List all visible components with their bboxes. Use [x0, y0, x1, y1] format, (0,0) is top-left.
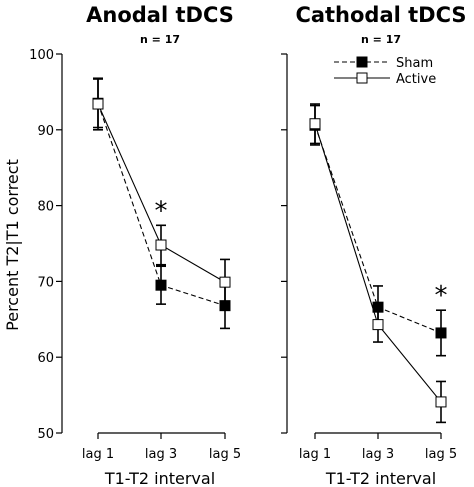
panel-2-x-tick-label: lag 1: [299, 447, 331, 462]
panel-2-significance-marker: *: [435, 281, 448, 311]
panel-1-active-point: [219, 276, 231, 288]
panel-1-subtitle: n = 17: [140, 33, 180, 46]
panel-2-x-tick-label: lag 3: [362, 447, 394, 462]
panel-1-y-tick-label: 100: [29, 48, 54, 63]
panel-2-x-tick-label: lag 5: [425, 447, 457, 462]
panel-1-active-point: [92, 98, 104, 110]
panel-1-y-tick-label: 70: [37, 275, 54, 290]
panel-1-y-tick-label: 90: [37, 124, 54, 139]
panel-2-x-axis-label: T1-T2 interval: [325, 469, 436, 487]
panel-2-active-line: [314, 123, 442, 403]
legend-item-active-label: Active: [396, 72, 436, 87]
panel-1: Anodal tDCS n = 17 50 60 70 80 90 100 lag 1 lag 3…: [29, 3, 241, 487]
panel-2: Cathodal tDCS n = 17 lag 1 lag 3 lag 5 T1-T2 …: [281, 3, 467, 487]
panel-2-subtitle: n = 17: [361, 33, 401, 46]
panel-2-sham-point: [372, 301, 384, 313]
y-axis-label: Percent T2|T1 correct: [3, 159, 22, 331]
panel-1-active-point: [155, 239, 167, 251]
panel-1-x-tick-label: lag 3: [145, 447, 177, 462]
panel-1-x-tick-label: lag 5: [209, 447, 241, 462]
panel-2-active-point: [309, 118, 321, 130]
panels: Anodal tDCS n = 17 50 60 70 80 90 100 lag 1 lag 3…: [29, 3, 466, 487]
panel-1-significance-marker: *: [155, 196, 168, 226]
legend-item-sham-label: Sham: [396, 56, 433, 71]
panel-1-x-axis-label: T1-T2 interval: [104, 469, 215, 487]
panel-2-sham-point: [435, 327, 447, 339]
panel-1-x-tick-label: lag 1: [82, 447, 114, 462]
panel-1-y-tick-label: 80: [37, 200, 54, 215]
panel-1-sham-point: [219, 300, 231, 312]
panel-1-title: Anodal tDCS: [86, 3, 234, 27]
panel-1-y-tick-label: 50: [37, 427, 54, 442]
panel-1-sham-point: [155, 279, 167, 291]
panel-2-active-point: [435, 396, 447, 408]
panel-2-active-point: [372, 319, 384, 331]
legend-item-sham-marker: [356, 56, 368, 68]
panel-1-y-tick-label: 60: [37, 351, 54, 366]
legend-item-active-marker: [356, 72, 368, 84]
panel-2-title: Cathodal tDCS: [295, 3, 466, 27]
